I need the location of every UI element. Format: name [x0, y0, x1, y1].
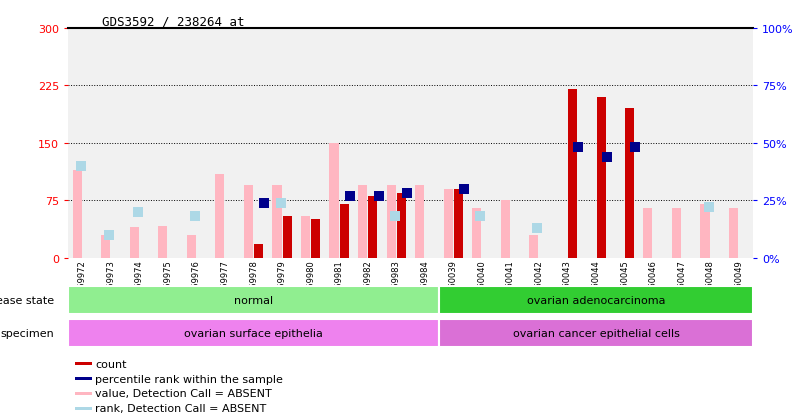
Bar	[410, 29, 439, 258]
Bar	[468, 29, 496, 258]
Bar	[75, 363, 92, 365]
Bar	[529, 235, 538, 258]
Bar	[73, 170, 82, 258]
Bar	[97, 29, 125, 258]
Bar	[638, 29, 667, 258]
Bar	[382, 29, 410, 258]
Bar	[239, 29, 268, 258]
Bar	[325, 29, 353, 258]
Bar	[340, 205, 349, 258]
Bar	[283, 216, 292, 258]
Bar	[130, 228, 139, 258]
Bar	[353, 29, 382, 258]
Bar	[268, 29, 296, 258]
Text: specimen: specimen	[0, 328, 54, 339]
Bar	[254, 244, 264, 258]
Bar	[415, 185, 425, 258]
Bar	[272, 185, 281, 258]
Bar	[472, 209, 481, 258]
Text: rank, Detection Call = ABSENT: rank, Detection Call = ABSENT	[95, 403, 266, 413]
FancyBboxPatch shape	[439, 320, 753, 347]
Bar	[368, 197, 377, 258]
Bar	[454, 189, 463, 258]
Bar	[553, 29, 582, 258]
Bar	[101, 235, 111, 258]
Text: ovarian cancer epithelial cells: ovarian cancer epithelial cells	[513, 328, 679, 339]
Bar	[496, 29, 525, 258]
Bar	[597, 97, 606, 258]
FancyBboxPatch shape	[68, 287, 439, 314]
Text: count: count	[95, 359, 127, 369]
Bar	[244, 185, 253, 258]
Bar	[301, 216, 310, 258]
Bar	[582, 29, 610, 258]
Text: ovarian surface epithelia: ovarian surface epithelia	[184, 328, 323, 339]
Bar	[159, 226, 167, 258]
FancyBboxPatch shape	[68, 320, 439, 347]
Bar	[444, 189, 453, 258]
Bar	[215, 174, 224, 258]
FancyBboxPatch shape	[439, 287, 753, 314]
Bar	[439, 29, 468, 258]
Bar	[672, 209, 681, 258]
Bar	[75, 407, 92, 410]
Bar	[643, 209, 653, 258]
Text: normal: normal	[234, 295, 273, 306]
Bar	[154, 29, 182, 258]
Bar	[387, 185, 396, 258]
Bar	[68, 29, 97, 258]
Bar	[667, 29, 696, 258]
Bar	[568, 90, 578, 258]
Text: percentile rank within the sample: percentile rank within the sample	[95, 374, 283, 384]
Bar	[187, 235, 196, 258]
Text: disease state: disease state	[0, 295, 54, 306]
Text: GDS3592 / 238264_at: GDS3592 / 238264_at	[103, 15, 245, 28]
Bar	[610, 29, 638, 258]
Bar	[696, 29, 724, 258]
Text: ovarian adenocarcinoma: ovarian adenocarcinoma	[527, 295, 666, 306]
Bar	[312, 220, 320, 258]
Bar	[329, 143, 339, 258]
Bar	[296, 29, 325, 258]
Bar	[625, 109, 634, 258]
Bar	[358, 185, 367, 258]
Bar	[525, 29, 553, 258]
Bar	[729, 209, 738, 258]
Bar	[125, 29, 154, 258]
Bar	[501, 201, 509, 258]
Bar	[724, 29, 753, 258]
Bar	[396, 193, 406, 258]
Bar	[75, 377, 92, 380]
Bar	[75, 392, 92, 394]
Bar	[211, 29, 239, 258]
Text: value, Detection Call = ABSENT: value, Detection Call = ABSENT	[95, 388, 272, 398]
Bar	[700, 205, 710, 258]
Bar	[182, 29, 211, 258]
